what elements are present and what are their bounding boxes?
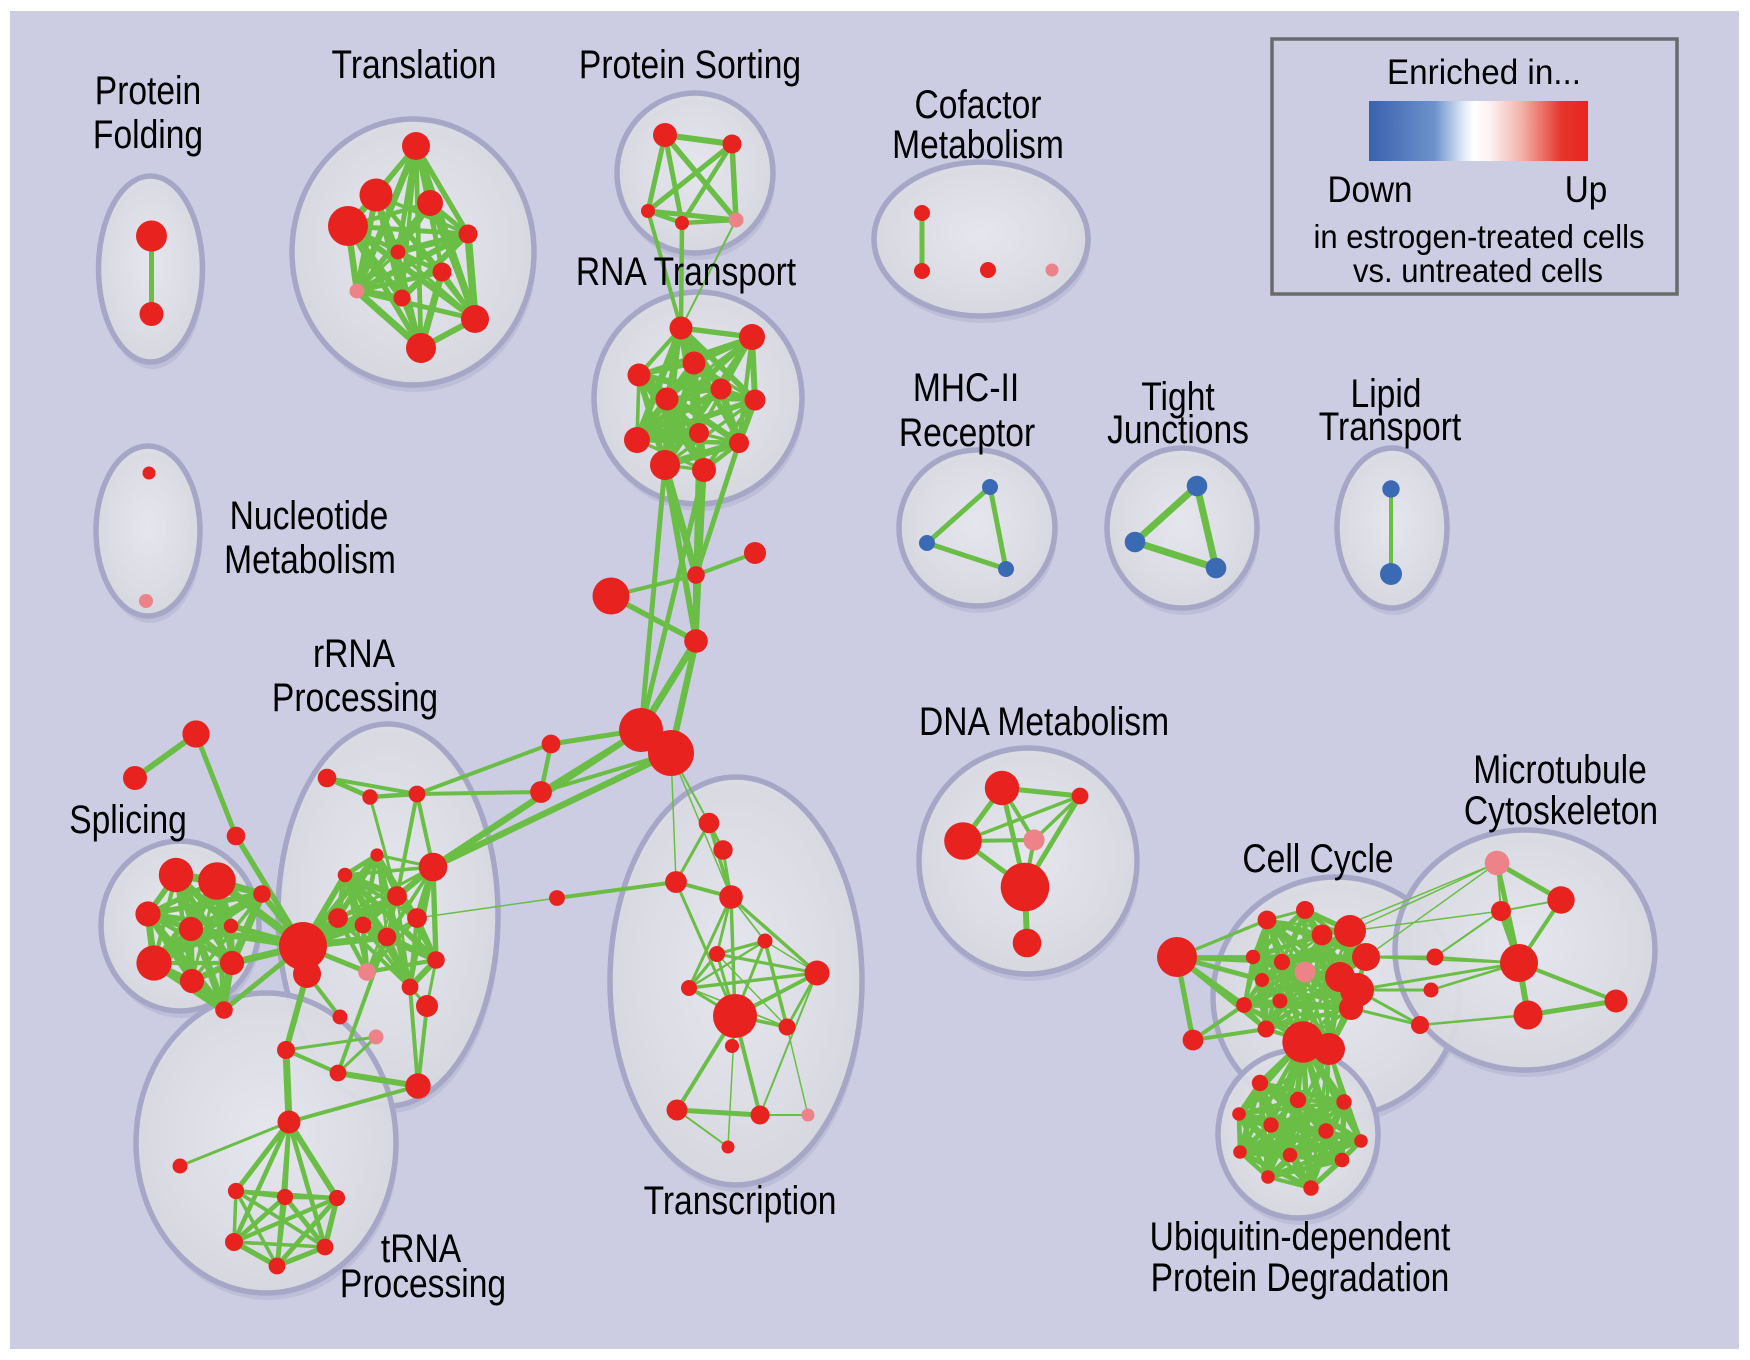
svg-text:Protein Sorting: Protein Sorting — [579, 42, 801, 86]
svg-text:Folding: Folding — [93, 112, 203, 156]
svg-text:Cofactor: Cofactor — [915, 82, 1042, 126]
svg-text:Transcription: Transcription — [644, 1178, 837, 1222]
svg-text:rRNA: rRNA — [313, 631, 395, 675]
svg-text:Up: Up — [1565, 169, 1608, 210]
svg-text:tRNA: tRNA — [381, 1226, 462, 1270]
svg-text:RNA Transport: RNA Transport — [576, 249, 796, 293]
svg-text:Lipid: Lipid — [1351, 371, 1422, 415]
svg-text:Receptor: Receptor — [899, 410, 1035, 454]
svg-text:vs. untreated cells: vs. untreated cells — [1353, 252, 1603, 289]
svg-text:Down: Down — [1327, 169, 1412, 210]
svg-text:Junctions: Junctions — [1107, 407, 1249, 451]
svg-text:Enriched in...: Enriched in... — [1387, 53, 1581, 92]
svg-text:MHC-II: MHC-II — [913, 365, 1019, 409]
svg-text:Splicing: Splicing — [69, 797, 187, 841]
svg-text:Metabolism: Metabolism — [224, 537, 396, 581]
svg-text:Transport: Transport — [1319, 404, 1461, 448]
svg-text:Metabolism: Metabolism — [892, 122, 1064, 166]
svg-text:DNA Metabolism: DNA Metabolism — [919, 699, 1169, 743]
svg-text:Translation: Translation — [332, 42, 497, 86]
svg-text:Nucleotide: Nucleotide — [230, 493, 389, 537]
svg-text:Cytoskeleton: Cytoskeleton — [1464, 788, 1658, 832]
svg-text:Cell Cycle: Cell Cycle — [1242, 836, 1393, 880]
svg-text:Tight: Tight — [1141, 374, 1214, 418]
svg-text:Processing: Processing — [272, 675, 438, 719]
svg-text:Processing: Processing — [340, 1261, 506, 1305]
svg-text:Protein: Protein — [95, 68, 201, 112]
svg-text:in estrogen-treated cells: in estrogen-treated cells — [1314, 218, 1645, 255]
svg-text:Microtubule: Microtubule — [1473, 747, 1647, 791]
svg-text:Protein Degradation: Protein Degradation — [1151, 1255, 1450, 1299]
svg-text:Ubiquitin-dependent: Ubiquitin-dependent — [1150, 1214, 1451, 1258]
